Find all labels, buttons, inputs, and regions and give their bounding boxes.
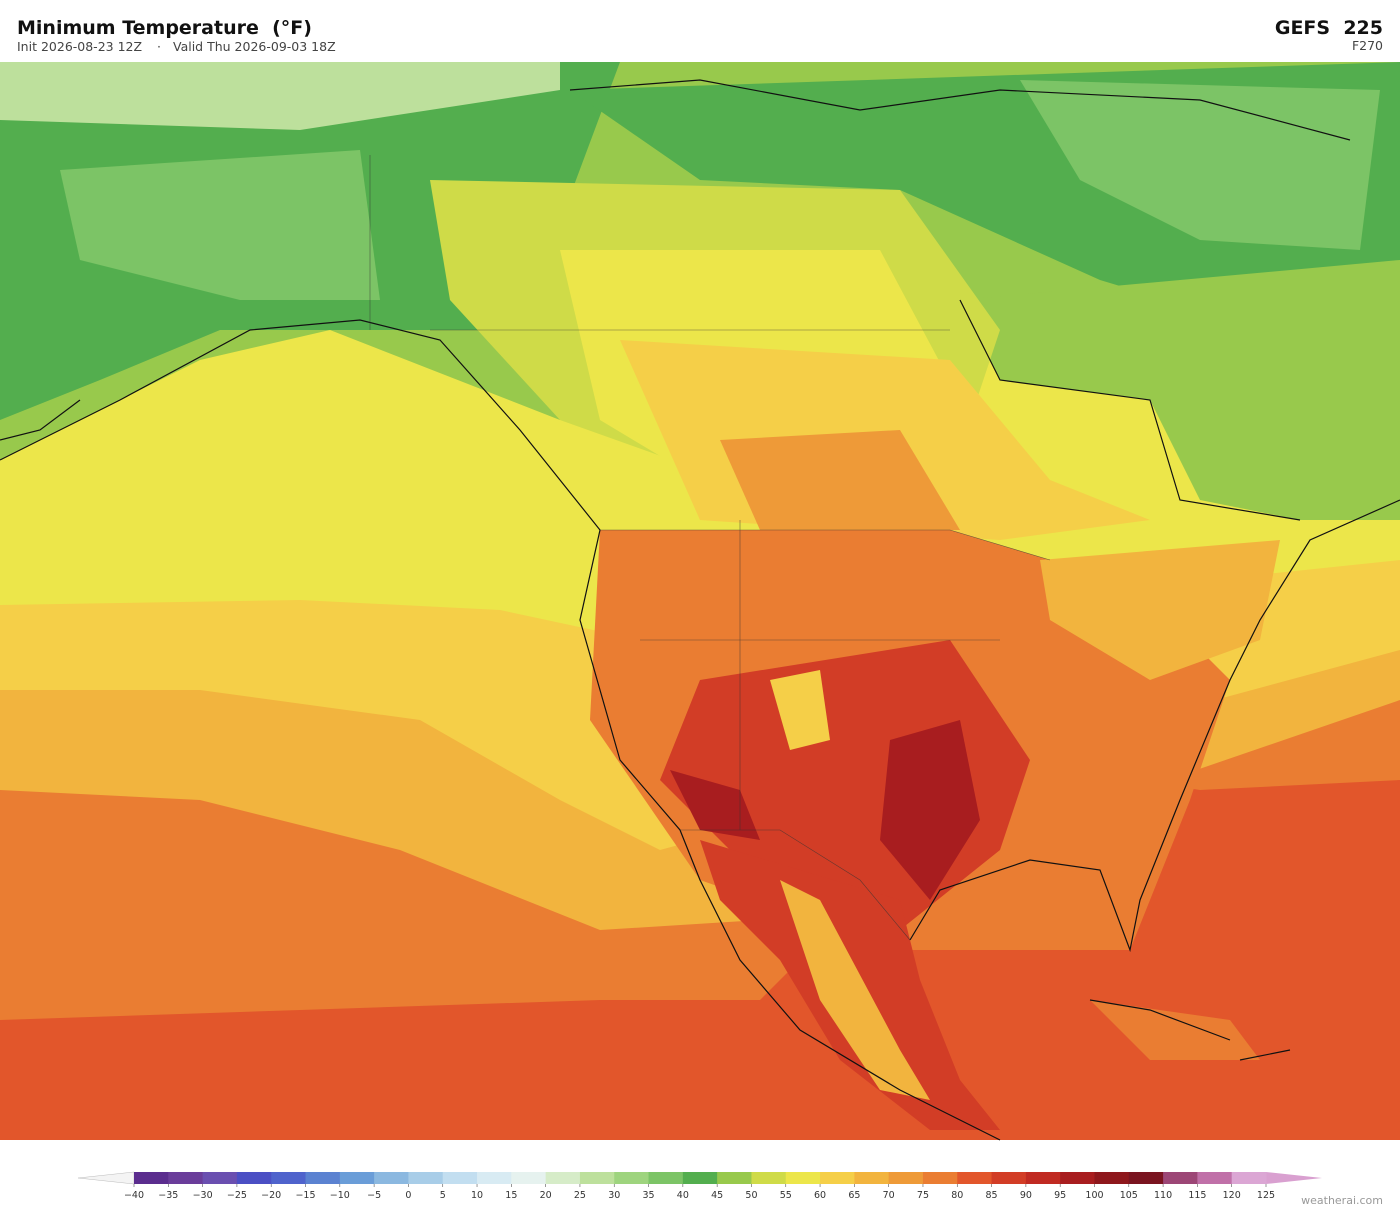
colorbar-tick-label: 40 bbox=[677, 1190, 689, 1201]
colorbar-bin bbox=[614, 1172, 650, 1184]
colorbar-bin bbox=[1231, 1172, 1267, 1184]
colorbar-bin bbox=[305, 1172, 341, 1184]
colorbar-tick-label: −25 bbox=[227, 1190, 247, 1201]
colorbar-bin bbox=[511, 1172, 547, 1184]
title: Minimum Temperature (°F) bbox=[17, 17, 312, 39]
colorbar-bin bbox=[1025, 1172, 1061, 1184]
colorbar-bin bbox=[820, 1172, 855, 1184]
colorbar-bin bbox=[477, 1172, 512, 1184]
colorbar-tick-label: 90 bbox=[1020, 1190, 1032, 1201]
colorbar-tick-label: −15 bbox=[295, 1190, 315, 1201]
colorbar-tick-label: 120 bbox=[1223, 1190, 1241, 1201]
colorbar: −40 −35 −30 −25 −20 −15 −10 −5 0 5 10 15 20 25 30 35 40 4… bbox=[77, 1171, 1322, 1201]
colorbar-tick-label: 50 bbox=[745, 1190, 757, 1201]
forecast-hour: F270 bbox=[1352, 38, 1383, 53]
colorbar-tick-label: −30 bbox=[193, 1190, 213, 1201]
colorbar-bin bbox=[751, 1172, 787, 1184]
colorbar-tick-label: 95 bbox=[1054, 1190, 1066, 1201]
colorbar-over bbox=[1266, 1172, 1322, 1184]
colorbar-tick-label: 55 bbox=[780, 1190, 792, 1201]
colorbar-bin bbox=[1128, 1172, 1164, 1184]
colorbar-tick-label: −10 bbox=[330, 1190, 350, 1201]
colorbar-bin bbox=[991, 1172, 1027, 1184]
colorbar-bin bbox=[888, 1172, 924, 1184]
colorbar-tick-label: 10 bbox=[471, 1190, 483, 1201]
colorbar-tick-label: −5 bbox=[367, 1190, 381, 1201]
colorbar-tick-label: 85 bbox=[986, 1190, 998, 1201]
colorbar-tick-label: 35 bbox=[642, 1190, 654, 1201]
separator: · bbox=[157, 39, 161, 54]
colorbar-tick-label: 125 bbox=[1257, 1190, 1275, 1201]
colorbar-bin bbox=[717, 1172, 752, 1184]
colorbar-bin bbox=[271, 1172, 307, 1184]
colorbar-bin bbox=[854, 1172, 890, 1184]
colorbar-tick-label: 60 bbox=[814, 1190, 826, 1201]
colorbar-tick-label: 65 bbox=[848, 1190, 860, 1201]
colorbar-tick-label: −35 bbox=[158, 1190, 178, 1201]
colorbar-tick-label: 20 bbox=[540, 1190, 552, 1201]
colorbar-tick-label: 105 bbox=[1120, 1190, 1138, 1201]
colorbar-tick-label: 5 bbox=[440, 1190, 446, 1201]
colorbar-tick-label: 30 bbox=[608, 1190, 620, 1201]
colorbar-bin bbox=[922, 1172, 958, 1184]
colorbar-tick-label: −40 bbox=[124, 1190, 144, 1201]
colorbar-tick-label: 110 bbox=[1154, 1190, 1172, 1201]
colorbar-tick-label: 0 bbox=[405, 1190, 411, 1201]
colorbar-bin bbox=[1163, 1172, 1198, 1184]
colorbar-bin bbox=[1060, 1172, 1095, 1184]
colorbar-bin bbox=[1197, 1172, 1233, 1184]
colorbar-bin bbox=[785, 1172, 821, 1184]
colorbar-tick-label: 25 bbox=[574, 1190, 586, 1201]
colorbar-tick-label: 45 bbox=[711, 1190, 723, 1201]
map bbox=[0, 62, 1400, 1141]
colorbar-tick-label: 75 bbox=[917, 1190, 929, 1201]
colorbar-bin bbox=[408, 1172, 444, 1184]
colorbar-tick-label: 80 bbox=[951, 1190, 963, 1201]
colorbar-bin bbox=[1094, 1172, 1130, 1184]
colorbar-bin bbox=[374, 1172, 409, 1184]
credit: weatherai.com bbox=[1301, 1194, 1383, 1207]
colorbar-bin bbox=[202, 1172, 238, 1184]
colorbar-tick-label: 115 bbox=[1188, 1190, 1206, 1201]
model: GEFS 225 bbox=[1275, 17, 1383, 39]
colorbar-bin bbox=[682, 1172, 718, 1184]
colorbar-bin bbox=[545, 1172, 581, 1184]
colorbar-bin bbox=[442, 1172, 478, 1184]
colorbar-tick-label: 70 bbox=[883, 1190, 895, 1201]
colorbar-tick-label: 15 bbox=[505, 1190, 517, 1201]
colorbar-bin bbox=[134, 1172, 169, 1184]
colorbar-bin bbox=[236, 1172, 272, 1184]
colorbar-bin bbox=[579, 1172, 615, 1184]
colorbar-tick-label: 100 bbox=[1085, 1190, 1103, 1201]
colorbar-bin bbox=[648, 1172, 684, 1184]
colorbar-bin bbox=[957, 1172, 993, 1184]
colorbar-bin bbox=[168, 1172, 204, 1184]
colorbar-bin bbox=[339, 1172, 375, 1184]
valid-time: Valid Thu 2026-09-03 18Z bbox=[173, 39, 336, 54]
init-time: Init 2026-08-23 12Z bbox=[17, 39, 142, 54]
colorbar-tick-label: −20 bbox=[261, 1190, 281, 1201]
